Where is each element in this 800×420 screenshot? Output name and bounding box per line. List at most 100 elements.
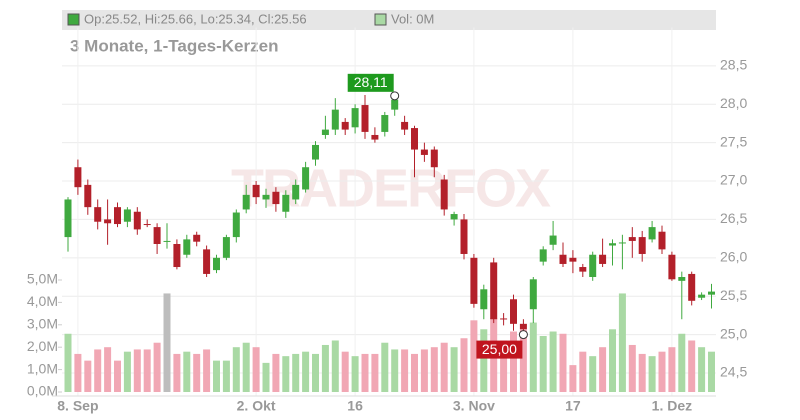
candle-body bbox=[529, 279, 537, 310]
volume-bar bbox=[371, 353, 379, 392]
candle-body bbox=[351, 108, 359, 128]
candle-body bbox=[708, 291, 715, 295]
volume-bar bbox=[510, 331, 517, 392]
candle-body bbox=[460, 219, 468, 254]
candle-body bbox=[420, 149, 428, 155]
volume-bar bbox=[351, 356, 359, 392]
volume-bar bbox=[599, 347, 607, 392]
volume-bar bbox=[609, 329, 616, 392]
annotation-label: 25,00 bbox=[482, 341, 517, 357]
candle-body bbox=[242, 194, 250, 210]
candle-body bbox=[321, 129, 329, 135]
volume-bar bbox=[559, 333, 567, 392]
x-tick-label: 1. Dez bbox=[652, 398, 692, 414]
volume-bar bbox=[272, 353, 280, 392]
candle-body bbox=[292, 184, 300, 200]
volume-bar bbox=[143, 349, 151, 392]
candle-body bbox=[648, 227, 656, 240]
volume-bar bbox=[569, 365, 577, 392]
volume-bar bbox=[222, 360, 230, 392]
candle-body bbox=[480, 289, 488, 310]
candle-body bbox=[401, 121, 409, 130]
volume-bar bbox=[618, 293, 626, 392]
candle-body bbox=[549, 235, 557, 245]
volume-bar bbox=[401, 349, 409, 392]
volume-bar bbox=[242, 342, 250, 392]
candle-body bbox=[361, 105, 369, 132]
volume-bar bbox=[183, 351, 191, 392]
candle-body bbox=[74, 167, 82, 188]
volume-bar bbox=[282, 356, 290, 392]
candle-body bbox=[282, 194, 290, 212]
legend-swatch bbox=[374, 13, 387, 26]
y-tick-label: 25,0 bbox=[720, 325, 747, 341]
y2-tick-label: 2,0M bbox=[27, 338, 58, 354]
candle-body bbox=[183, 239, 191, 255]
candle-body bbox=[609, 243, 616, 246]
volume-bar bbox=[628, 344, 636, 392]
y-tick-label: 26,0 bbox=[720, 249, 747, 265]
extreme-marker bbox=[518, 330, 528, 340]
y2-tick-label: 3,0M bbox=[27, 316, 58, 332]
extreme-marker bbox=[390, 91, 400, 101]
volume-bar bbox=[312, 353, 319, 392]
candle-body bbox=[123, 209, 131, 222]
candle-body bbox=[411, 128, 418, 150]
candle-body bbox=[163, 240, 171, 242]
y-tick-label: 27,5 bbox=[720, 133, 747, 149]
candle-body bbox=[262, 194, 270, 200]
candle-body bbox=[173, 243, 181, 268]
volume-bar bbox=[450, 347, 458, 392]
candle-body bbox=[222, 237, 230, 258]
candle-body bbox=[114, 207, 121, 225]
volume-bar bbox=[84, 360, 92, 392]
volume-bar bbox=[708, 351, 715, 392]
x-tick-label: 17 bbox=[565, 398, 581, 414]
volume-bar bbox=[104, 347, 112, 392]
candle-body bbox=[589, 254, 597, 278]
volume-bar bbox=[381, 342, 389, 392]
volume-bar bbox=[549, 331, 557, 392]
volume-bar bbox=[292, 353, 300, 392]
volume-bar bbox=[321, 344, 329, 392]
candle-body bbox=[539, 249, 547, 262]
candle-body bbox=[213, 257, 220, 271]
volume-bar bbox=[460, 338, 468, 392]
volume-bar bbox=[698, 347, 706, 392]
candle-body bbox=[193, 234, 201, 242]
candle-body bbox=[232, 212, 240, 238]
candle-body bbox=[64, 199, 72, 238]
annotation-box bbox=[347, 73, 394, 92]
candle-body bbox=[678, 277, 686, 281]
volume-bar bbox=[163, 293, 171, 392]
volume-bar bbox=[133, 349, 141, 392]
volume-bar bbox=[579, 351, 587, 392]
candle-body bbox=[331, 109, 339, 130]
volume-bar bbox=[539, 336, 547, 392]
candle-body bbox=[391, 99, 399, 110]
candle-body bbox=[341, 121, 349, 130]
volume-bar bbox=[341, 351, 349, 392]
candle-body bbox=[94, 207, 102, 222]
candle-body bbox=[272, 191, 280, 205]
candle-body bbox=[579, 267, 587, 272]
x-tick-label: 8. Sep bbox=[57, 398, 98, 414]
y2-tick-label: 0,0M bbox=[27, 383, 58, 399]
watermark: TRADERFOX bbox=[231, 158, 551, 218]
candle-body bbox=[618, 242, 626, 244]
y-tick-label: 27,0 bbox=[720, 172, 747, 188]
candle-body bbox=[668, 254, 676, 280]
volume-bar bbox=[252, 347, 260, 392]
volume-bar bbox=[213, 360, 220, 392]
volume-bar bbox=[470, 320, 478, 392]
candle-body bbox=[470, 257, 478, 304]
volume-bar bbox=[331, 340, 339, 392]
candle-body bbox=[569, 257, 577, 262]
y-tick-label: 24,5 bbox=[720, 364, 747, 380]
volume-bar bbox=[440, 342, 448, 392]
x-tick-label: 3. Nov bbox=[453, 398, 495, 414]
y2-tick-label: 4,0M bbox=[27, 293, 58, 309]
legend-swatch bbox=[67, 13, 80, 26]
candle-body bbox=[133, 211, 141, 230]
candle-body bbox=[440, 179, 448, 210]
